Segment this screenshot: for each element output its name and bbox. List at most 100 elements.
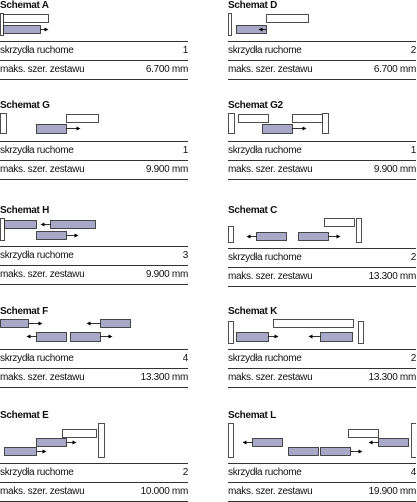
scheme-diagram	[0, 218, 96, 241]
scheme-title: Schemat C	[228, 205, 277, 216]
spec-value: 1	[182, 145, 189, 156]
frame	[358, 321, 364, 344]
frame	[292, 114, 323, 123]
frame	[356, 218, 362, 243]
spec-label: maks. szer. zestawu	[0, 372, 85, 383]
spec-value: 10.000 mm	[140, 486, 189, 497]
arrow-head	[40, 222, 45, 227]
scheme-title: Schemat L	[228, 410, 276, 421]
arrow-head	[76, 126, 81, 131]
arrow-head	[358, 449, 363, 454]
sash	[0, 319, 29, 328]
arrow-head	[308, 334, 313, 339]
frame	[348, 429, 379, 438]
spec-rows: skrzydła ruchome 3 maks. szer. zestawu 9.90…	[0, 246, 188, 285]
sash	[288, 447, 319, 456]
arrow-head	[42, 449, 47, 454]
diagram-shapes	[228, 319, 364, 344]
diagram-shapes	[228, 113, 329, 134]
sash	[252, 438, 283, 447]
frame	[228, 13, 232, 36]
scheme-diagram	[228, 423, 416, 458]
spec-value: 3	[182, 250, 189, 261]
frame	[324, 218, 355, 227]
scheme-diagram	[0, 319, 131, 342]
sash	[36, 124, 67, 134]
spec-rows: skrzydła ruchome 2 maks. szer. zestawu 13.3…	[228, 248, 416, 287]
diagram-shapes	[0, 13, 49, 36]
scheme-title: Schemat K	[228, 306, 277, 317]
spec-label: skrzydła ruchome	[228, 353, 302, 364]
spec-rows: skrzydła ruchome 2 maks. szer. zestawu 10.0…	[0, 463, 188, 502]
arrow-head	[74, 233, 79, 238]
scheme-card: Schemat G2 skrzydła ruchome 1 maks. szer. z…	[228, 100, 416, 180]
scheme-card: Schemat E skrzydła ruchome 2 maks. szer. ze…	[0, 410, 188, 502]
scheme-title: Schemat D	[228, 0, 277, 11]
spec-row: skrzydła ruchome 1	[0, 141, 188, 161]
spec-row: skrzydła ruchome 1	[0, 41, 188, 61]
spec-label: skrzydła ruchome	[0, 353, 74, 364]
sash	[4, 220, 37, 229]
scheme-diagram	[228, 218, 362, 243]
arrow-head	[368, 440, 373, 445]
sash	[36, 332, 67, 342]
spec-value: 6.700 mm	[373, 64, 416, 75]
spec-label: skrzydła ruchome	[0, 250, 74, 261]
sash	[3, 25, 41, 34]
spec-value: 9.900 mm	[145, 269, 188, 280]
spec-rows: skrzydła ruchome 1 maks. szer. zestawu 9.90…	[0, 141, 188, 180]
sash	[36, 438, 67, 447]
scheme-card: Schemat L skrzydła ruchome 4 maks. szer. ze…	[228, 410, 416, 502]
spec-row: maks. szer. zestawu 9.900 mm	[0, 266, 188, 285]
spec-value: 2	[410, 252, 417, 263]
spec-value: 9.900 mm	[373, 164, 416, 175]
spec-row: skrzydła ruchome 2	[228, 248, 416, 268]
frame	[66, 114, 99, 123]
scheme-card: Schemat K skrzydła ruchome 2 maks. szer. ze…	[228, 306, 416, 388]
spec-label: maks. szer. zestawu	[228, 164, 313, 175]
spec-rows: skrzydła ruchome 4 maks. szer. zestawu 13.3…	[0, 349, 188, 388]
frame	[238, 114, 269, 123]
spec-row: maks. szer. zestawu 9.900 mm	[228, 161, 416, 180]
diagram-shapes	[0, 113, 99, 134]
frame	[266, 14, 309, 23]
spec-row: maks. szer. zestawu 13.300 mm	[228, 268, 416, 287]
spec-label: skrzydła ruchome	[228, 45, 302, 56]
spec-label: maks. szer. zestawu	[0, 164, 85, 175]
spec-value: 6.700 mm	[145, 64, 188, 75]
spec-value: 2	[410, 45, 417, 56]
spec-value: 9.900 mm	[145, 164, 188, 175]
frame	[228, 321, 234, 344]
arrow-head	[72, 440, 77, 445]
sash	[262, 124, 293, 134]
arrow-head	[38, 321, 43, 326]
spec-row: skrzydła ruchome 4	[228, 463, 416, 483]
arrow-head	[86, 321, 91, 326]
spec-label: skrzydła ruchome	[228, 145, 302, 156]
spec-label: maks. szer. zestawu	[0, 269, 85, 280]
spec-label: skrzydła ruchome	[228, 467, 302, 478]
diagram-shapes	[228, 13, 309, 36]
frame	[322, 113, 329, 134]
spec-rows: skrzydła ruchome 2 maks. szer. zestawu 13.3…	[228, 349, 416, 388]
spec-label: maks. szer. zestawu	[0, 64, 85, 75]
diagram-shapes	[228, 423, 416, 458]
scheme-title: Schemat A	[0, 0, 49, 11]
spec-value: 13.300 mm	[368, 372, 417, 383]
spec-value: 1	[182, 45, 189, 56]
scheme-card: Schemat D skrzydła ruchome 2 maks. szer. ze…	[228, 0, 416, 80]
spec-row: maks. szer. zestawu 19.900 mm	[228, 483, 416, 502]
sash	[236, 332, 269, 342]
arrow-head	[302, 126, 307, 131]
sash	[320, 332, 353, 342]
diagram-shapes	[0, 319, 131, 342]
spec-rows: skrzydła ruchome 1 maks. szer. zestawu 9.90…	[228, 141, 416, 180]
spec-row: maks. szer. zestawu 13.300 mm	[0, 369, 188, 388]
scheme-title: Schemat G2	[228, 100, 283, 111]
frame	[0, 218, 5, 241]
spec-label: maks. szer. zestawu	[228, 271, 313, 282]
spec-row: maks. szer. zestawu 13.300 mm	[228, 369, 416, 388]
arrow-head	[26, 334, 31, 339]
sash	[256, 232, 287, 241]
spec-label: skrzydła ruchome	[0, 145, 74, 156]
